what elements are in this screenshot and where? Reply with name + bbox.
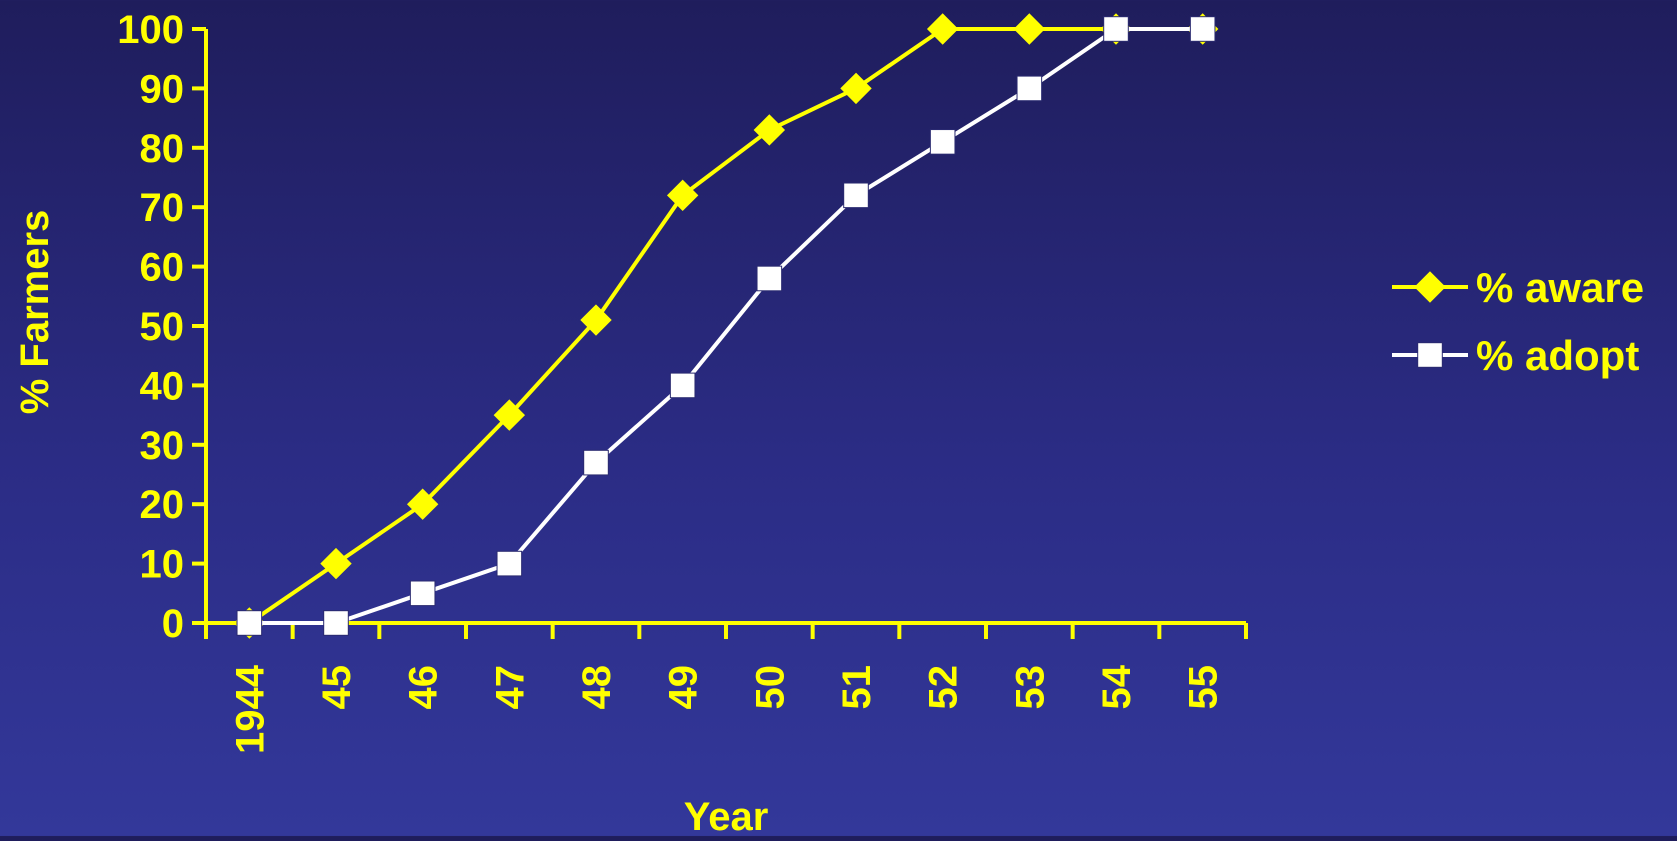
data-point — [1016, 75, 1043, 102]
data-point — [409, 580, 436, 607]
y-tick-label: 100 — [117, 8, 184, 52]
series-0 — [233, 13, 1219, 639]
y-tick-label: 80 — [140, 127, 185, 171]
x-tick-label: 49 — [662, 665, 706, 710]
y-tick-label: 60 — [140, 246, 185, 290]
x-tick-label: 47 — [488, 665, 532, 710]
data-point — [756, 265, 783, 292]
axes: 0 10 20 30 40 50 60 70 80 90 100 1944 45 46 47 48 49 50 51… — [117, 8, 1248, 754]
data-point — [926, 13, 959, 45]
x-tick-label: 52 — [922, 665, 966, 710]
data-point — [323, 610, 349, 636]
series-line — [249, 27, 1203, 625]
legend-marker — [1417, 342, 1443, 368]
legend-item-0: % aware — [1392, 264, 1644, 311]
series-1 — [236, 16, 1216, 636]
data-point — [669, 372, 696, 399]
data-point — [1189, 16, 1216, 42]
series-group — [233, 13, 1219, 639]
x-tick-label: 51 — [835, 665, 879, 710]
legend-marker — [1414, 271, 1446, 303]
data-point — [493, 399, 526, 431]
legend-label: % aware — [1476, 264, 1644, 311]
x-tick-label: 45 — [315, 665, 359, 710]
data-point — [929, 129, 956, 155]
series-line — [248, 27, 1203, 625]
y-tick-label: 10 — [140, 543, 185, 587]
y-tick-label: 40 — [140, 364, 185, 408]
x-tick-label: 48 — [575, 665, 619, 710]
data-point — [583, 449, 609, 476]
y-tick-label: 50 — [140, 305, 185, 349]
y-tick-label: 20 — [140, 483, 185, 527]
data-point — [840, 72, 872, 105]
x-tick-label: 55 — [1182, 665, 1226, 710]
x-tick-label: 54 — [1095, 664, 1139, 709]
x-tick-label: 53 — [1008, 665, 1052, 710]
data-point — [666, 179, 699, 212]
x-axis-label: Year — [684, 795, 769, 836]
data-point — [320, 547, 352, 580]
data-point — [496, 550, 523, 577]
y-tick-label: 70 — [140, 186, 185, 230]
data-point — [843, 182, 869, 209]
data-point — [1103, 16, 1129, 42]
y-tick-label: 30 — [140, 424, 185, 468]
legend-item-1: % adopt — [1392, 332, 1639, 379]
legend: % aware % adopt — [1392, 264, 1644, 379]
x-tick-label: 46 — [402, 665, 446, 710]
legend-label: % adopt — [1476, 332, 1639, 379]
y-tick-label: 0 — [162, 602, 184, 646]
data-point — [753, 114, 786, 146]
data-point — [236, 610, 263, 636]
data-point — [1013, 13, 1046, 45]
data-point — [580, 304, 612, 336]
x-tick-label: 1944 — [228, 664, 272, 754]
y-tick-label: 90 — [140, 67, 185, 111]
data-point — [406, 488, 439, 520]
x-tick-label: 50 — [748, 665, 792, 710]
y-axis-label: % Farmers — [13, 210, 57, 415]
